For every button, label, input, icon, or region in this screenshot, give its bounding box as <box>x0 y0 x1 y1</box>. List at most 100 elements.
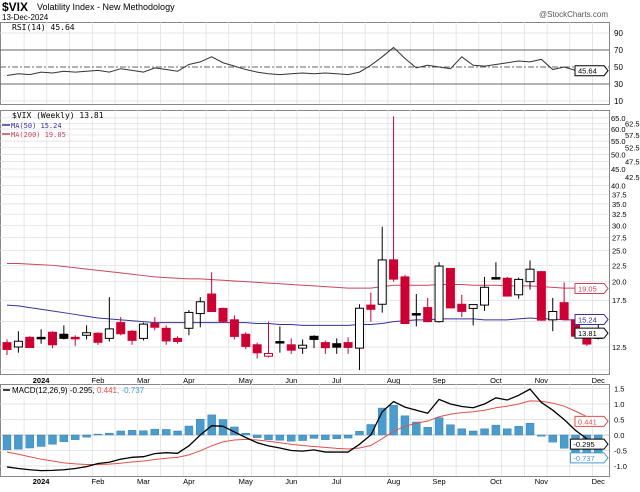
macd-histogram-bar <box>264 434 273 440</box>
macd-histogram-bar <box>252 434 262 438</box>
macd-histogram-bar <box>82 434 91 438</box>
candle-body <box>264 352 274 357</box>
x-axis-label: Jul <box>332 477 342 486</box>
price-tick-label: 27.5 <box>612 233 627 242</box>
candle-body <box>150 323 160 328</box>
macd-tick-label: -0.5 <box>614 447 627 456</box>
candle-body <box>468 304 478 309</box>
ma50-value-tag: 15.24 <box>578 315 597 324</box>
macd-tick-label: -1.0 <box>614 462 627 471</box>
rsi-legend: RSI(14) 45.64 <box>12 23 75 32</box>
candle-body <box>343 342 353 348</box>
macd-signal-line <box>6 400 599 465</box>
chart-name: Volatility Index - New Methodology <box>37 2 175 12</box>
macd-histogram-bar <box>173 430 182 436</box>
macd-tick-label: 0.5 <box>614 416 624 425</box>
candle-body <box>13 340 23 348</box>
rsi-panel: 90 70 50 30 10 45.64 <box>0 22 623 106</box>
macd-tick-label: 1.0 <box>614 400 624 409</box>
candle-body <box>377 259 387 305</box>
macd-histogram-bar <box>93 433 103 436</box>
macd-histogram-bar <box>287 434 296 442</box>
candle-body <box>309 335 319 340</box>
macd-histogram-bar <box>491 424 501 436</box>
candle-body <box>445 267 455 309</box>
x-axis-macd: 2024 Feb Mar Apr May Jun Jul Aug Sep Oct Nov Dec <box>33 477 605 486</box>
ma50-line <box>6 304 599 326</box>
price-tick-label: 65.0 <box>611 114 626 123</box>
candle-body <box>275 341 285 344</box>
candle-body <box>25 336 35 349</box>
macd-histogram-bar <box>548 434 557 443</box>
ma200-line <box>7 262 599 289</box>
macd-legend-hist: -0.737 <box>121 386 144 395</box>
x-axis-label: Apr <box>183 477 195 486</box>
price-panel: 12.5 17.5 20.0 22.5 25.0 27.5 30.0 32.535.037.5… <box>0 110 640 375</box>
ma200-value-tag: 19.05 <box>578 284 597 293</box>
price-tick-label: 17.5 <box>612 296 627 305</box>
rsi-tick-label: 70 <box>614 46 623 55</box>
macd-histogram-bar <box>355 431 364 436</box>
macd-histogram-bar <box>525 423 535 436</box>
macd-legend-macd: -0.295, <box>70 386 95 395</box>
candle-body <box>252 344 262 354</box>
macd-histogram-bar <box>59 434 69 443</box>
macd-value-tag-box <box>569 438 609 450</box>
x-axis-label: Sep <box>432 477 445 486</box>
candle-body <box>320 342 330 349</box>
macd-histogram-bar <box>14 434 23 450</box>
macd-histogram-bar <box>150 428 160 436</box>
rsi-last-value-tag: 45.64 <box>578 67 597 76</box>
macd-histogram-bar <box>71 434 80 440</box>
x-axis-label: Nov <box>535 477 549 486</box>
x-axis-label: 2024 <box>33 376 51 385</box>
candle-body <box>161 327 171 342</box>
price-tick-label: 40.0 <box>611 181 626 190</box>
x-axis-label: Aug <box>387 376 400 385</box>
candle-body <box>218 307 228 322</box>
x-axis-label: Apr <box>183 376 195 385</box>
candle-body <box>173 337 183 342</box>
macd-hist-tag-box <box>569 452 609 464</box>
rsi-frame <box>0 22 610 105</box>
macd-histogram-bar <box>230 426 239 436</box>
rsi-tick-label: 90 <box>614 29 623 38</box>
macd-histogram-bar <box>105 432 114 436</box>
macd-histogram-bar <box>446 424 455 436</box>
x-axis-label: Oct <box>490 376 503 385</box>
x-axis-label: May <box>239 477 253 486</box>
x-axis-label: Aug <box>387 477 400 486</box>
price-tick-label: 20.0 <box>612 278 627 287</box>
candle-body <box>70 336 80 340</box>
candle-body <box>207 293 217 312</box>
price-tick-label: 45.0 <box>611 165 626 174</box>
candle-body <box>138 323 148 339</box>
macd-histogram-bar <box>161 429 171 436</box>
macd-panel: 1.5 1.0 0.5 0.0 -0.5 -1.0 0.441 -0.295 -0.737 <box>0 384 627 477</box>
macd-histogram-bar <box>332 434 341 439</box>
ma50-value-tag-box <box>574 313 609 325</box>
candle-body <box>423 307 433 323</box>
price-tick-label: 55.0 <box>611 137 626 146</box>
candle-body <box>457 303 467 312</box>
price-tick-label: 12.5 <box>612 343 627 352</box>
macd-histogram-bar <box>514 426 523 436</box>
macd-histogram-bar <box>309 434 319 439</box>
macd-histogram-bar <box>48 434 57 445</box>
candle-body <box>514 278 524 296</box>
price-tick-label: 50.0 <box>611 150 626 159</box>
macd-hist-tag: -0.737 <box>573 454 594 463</box>
macd-histogram-bar <box>139 430 148 436</box>
macd-histogram-bar <box>241 432 250 436</box>
price-tick-label: 60.0 <box>611 125 626 134</box>
price-tick-label: 25.0 <box>612 247 627 256</box>
candle-body <box>286 344 296 351</box>
price-tick-label: 47.5 <box>625 157 640 166</box>
ma200-legend: MA(200) 19.05 <box>11 131 66 139</box>
candle-body <box>47 331 57 346</box>
rsi-tick-label: 10 <box>614 97 623 106</box>
x-axis-label: 2024 <box>33 477 51 486</box>
macd-value-tag: -0.295 <box>573 440 594 449</box>
price-last-value-tag: 13.81 <box>578 329 597 338</box>
x-axis-label: Feb <box>91 477 104 486</box>
